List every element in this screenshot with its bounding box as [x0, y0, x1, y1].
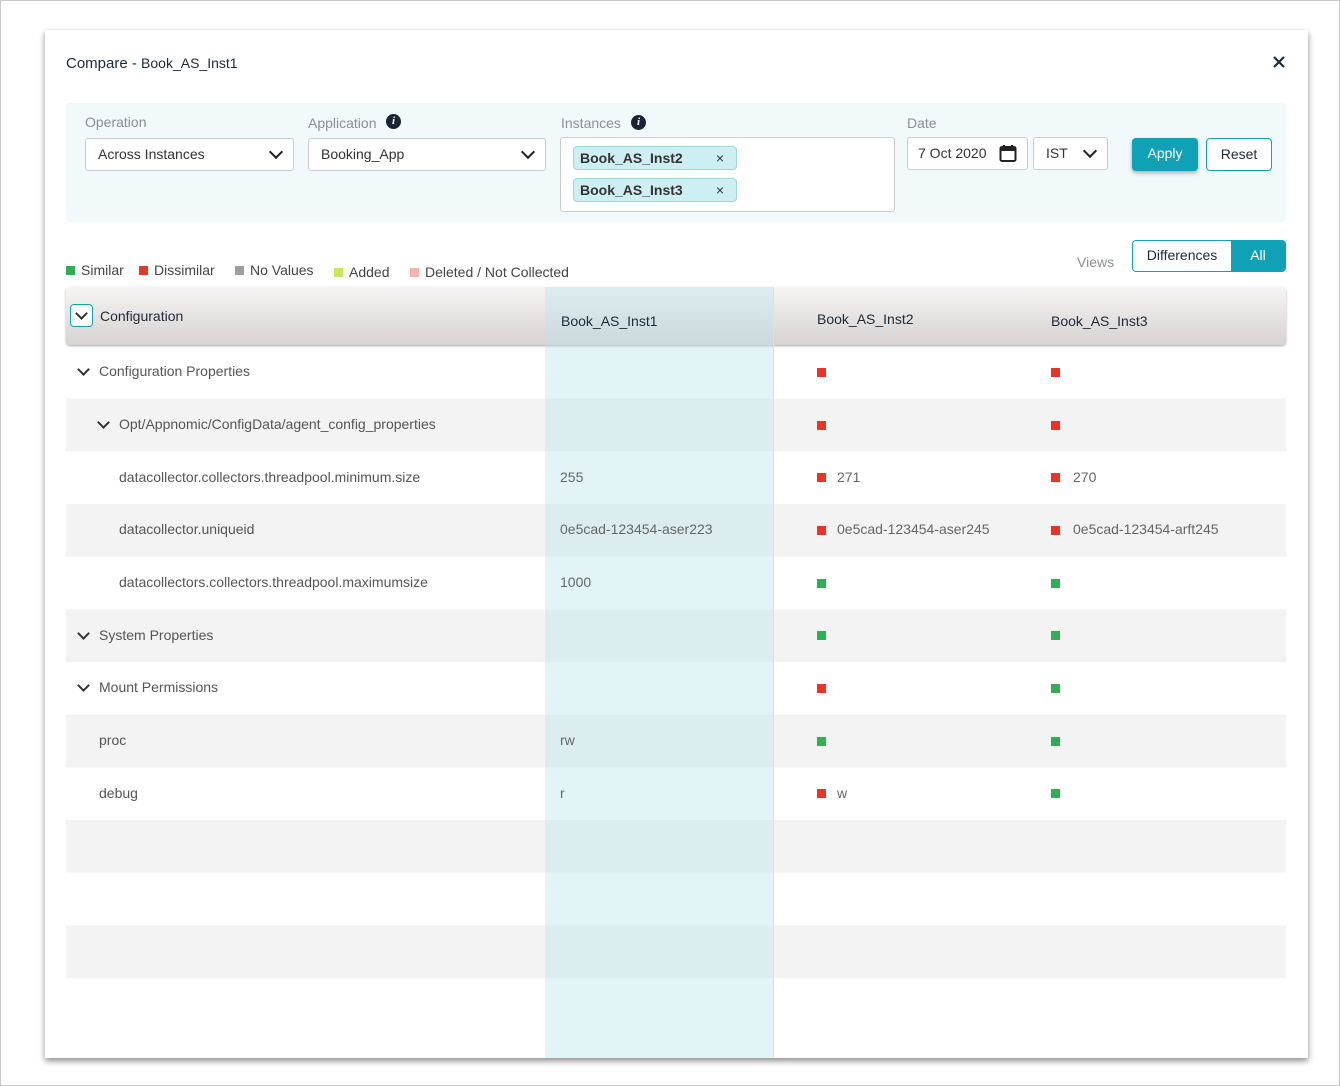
- select-value: Booking_App: [321, 146, 405, 162]
- status-indicator: [817, 683, 826, 693]
- timezone-select[interactable]: IST: [1033, 137, 1108, 170]
- cell-value: 1000: [560, 574, 592, 590]
- view-option[interactable]: Differences: [1133, 241, 1231, 271]
- cell-value: r: [560, 784, 565, 801]
- chip-text: Book_AS_Inst3: [580, 182, 683, 198]
- status-indicator: [817, 736, 826, 746]
- legend-swatch: [235, 266, 244, 275]
- views-toggle: Differences All: [1132, 240, 1286, 272]
- status-indicator: [1051, 631, 1060, 641]
- status-indicator: [817, 631, 826, 641]
- modal-title: Compare - Book_AS_Inst1: [66, 55, 238, 72]
- row-label: datacollectors.collectors.threadpool.max…: [119, 574, 428, 590]
- row-label: System Properties: [99, 626, 214, 643]
- views-label: Views: [1077, 254, 1115, 270]
- calendar-icon[interactable]: [999, 144, 1017, 163]
- legend-swatch: [66, 266, 75, 275]
- status-indicator: [817, 578, 826, 588]
- legend-item: Dissimilar: [139, 262, 215, 278]
- legend-label: Dissimilar: [154, 262, 215, 278]
- status-indicator: [817, 525, 826, 535]
- column-header: Book_AS_Inst1: [561, 313, 658, 329]
- legend-label: No Values: [250, 262, 314, 278]
- view-option[interactable]: All: [1231, 241, 1285, 271]
- highlight-column: [545, 287, 774, 1058]
- status-indicator: [817, 420, 826, 430]
- legend-label: Deleted / Not Collected: [425, 264, 569, 280]
- date-value: 7 Oct 2020: [918, 145, 987, 161]
- date-input[interactable]: 7 Oct 2020: [907, 137, 1028, 170]
- row-label: datacollector.uniqueid: [119, 521, 255, 538]
- cell-value: 0e5cad-123454-aser245: [837, 521, 990, 538]
- operation-select[interactable]: Across Instances: [85, 138, 294, 171]
- legend-swatch: [410, 268, 419, 277]
- apply-button[interactable]: Apply: [1132, 138, 1198, 171]
- cell-value: 271: [837, 468, 861, 485]
- cell-value: 255: [560, 468, 584, 485]
- row-label: proc: [99, 732, 127, 748]
- row-label: Opt/Appnomic/ConfigData/agent_config_pro…: [119, 416, 436, 432]
- cell-value: w: [837, 784, 848, 801]
- reset-button[interactable]: Reset: [1206, 138, 1272, 171]
- chip-remove[interactable]: ×: [715, 150, 724, 166]
- title-subject: Book_AS_Inst1: [141, 55, 238, 71]
- legend-item: Similar: [66, 262, 124, 278]
- cell-value: 0e5cad-123454-arft245: [1073, 521, 1219, 538]
- table-body: [66, 346, 1286, 978]
- legend-item: Deleted / Not Collected: [410, 264, 569, 280]
- row-label: datacollector.collectors.threadpool.mini…: [119, 468, 421, 485]
- column-header: Book_AS_Inst3: [1051, 313, 1148, 329]
- filter-label: Instances: [561, 115, 621, 131]
- status-indicator: [1051, 578, 1060, 588]
- cell-value: 0e5cad-123454-aser223: [560, 521, 713, 538]
- cell-value: 270: [1073, 468, 1097, 485]
- filter-label: Operation: [85, 114, 147, 130]
- select-value: IST: [1046, 145, 1068, 161]
- legend-swatch: [334, 268, 343, 277]
- table-header: [66, 287, 1286, 345]
- column-header: Book_AS_Inst2: [817, 311, 914, 327]
- close-button[interactable]: [1272, 55, 1286, 69]
- row-label: Mount Permissions: [99, 679, 219, 696]
- status-indicator: [817, 789, 826, 799]
- status-indicator: [1051, 367, 1060, 377]
- group-header: Configuration: [100, 308, 184, 324]
- select-value: Across Instances: [98, 146, 205, 162]
- status-indicator: [1051, 789, 1060, 799]
- status-indicator: [1051, 420, 1060, 430]
- instance-chip: Book_AS_Inst2 ×: [573, 146, 737, 170]
- legend-item: No Values: [235, 262, 314, 278]
- chip-remove[interactable]: ×: [715, 182, 724, 198]
- cell-value: rw: [560, 732, 575, 748]
- status-indicator: [1051, 683, 1060, 693]
- chip-text: Book_AS_Inst2: [580, 150, 683, 166]
- legend-label: Similar: [81, 262, 124, 278]
- status-indicator: [1051, 473, 1060, 483]
- status-indicator: [817, 473, 826, 483]
- status-indicator: [1051, 736, 1060, 746]
- application-select[interactable]: Booking_App: [308, 138, 546, 171]
- status-indicator: [817, 367, 826, 377]
- info-icon[interactable]: i: [386, 114, 401, 129]
- info-icon[interactable]: i: [631, 115, 646, 130]
- legend-label: Added: [349, 264, 390, 280]
- instance-chip: Book_AS_Inst3 ×: [573, 178, 737, 202]
- title-text: Compare -: [66, 55, 137, 72]
- status-indicator: [1051, 525, 1060, 535]
- filter-label: Date: [907, 115, 937, 131]
- collapse-toggle[interactable]: [70, 304, 93, 327]
- legend-item: Added: [334, 264, 389, 280]
- row-label: Configuration Properties: [99, 363, 250, 380]
- filter-label: Application: [308, 115, 377, 131]
- row-label: debug: [99, 784, 138, 801]
- legend-swatch: [139, 266, 148, 275]
